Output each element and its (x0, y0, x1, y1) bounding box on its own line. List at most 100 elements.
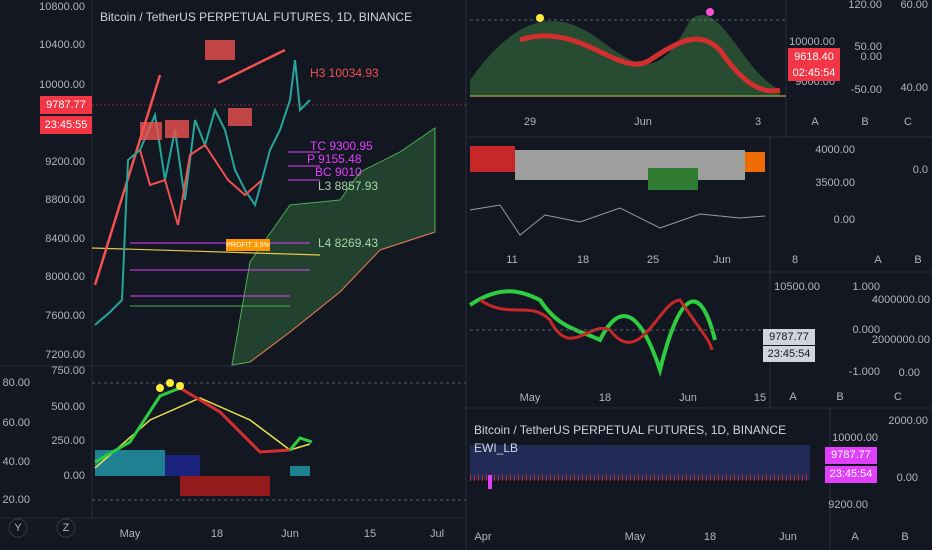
axis-label: 9200.00 (828, 499, 868, 511)
main-texts: Bitcoin / TetherUS PERPETUAL FUTURES, 1D… (2, 1, 444, 540)
corner-button[interactable] (8, 518, 28, 538)
time-axis-label: Jul (430, 528, 444, 540)
price-badge (825, 447, 877, 464)
price: 9787.77 (769, 331, 809, 343)
button[interactable]: A (851, 531, 859, 543)
time-axis-label: 18 (599, 392, 611, 404)
panel3-texts: 10500.00 1.000 0.000 -1.000 4000000.00 2… (520, 281, 930, 404)
time-axis-label: Jun (779, 531, 797, 543)
axis-label: 1.000 (852, 281, 880, 293)
osc-axis-label: 750.00 (51, 365, 85, 377)
panel1-texts: 10000.00 9000.00 120.00 50.00 0.00 -50.0… (524, 0, 928, 128)
axis-label: 4000.00 (815, 144, 855, 156)
countdown-badge (763, 346, 815, 362)
pivot-label: BC 9010 (315, 165, 362, 179)
axis-label: -1.000 (849, 366, 880, 378)
time-axis-label: 25 (647, 254, 659, 266)
osc-axis-label: 0.00 (64, 470, 85, 482)
time-axis-label: Jun (281, 528, 299, 540)
time-axis-label: May (120, 528, 141, 540)
time-axis-label: 15 (364, 528, 376, 540)
countdown: 23:45:54 (768, 348, 811, 360)
price-axis-label: 8800.00 (45, 194, 85, 206)
time-axis-label: Jun (713, 254, 731, 266)
axis-label: 0.00 (861, 51, 882, 63)
corner-button-label[interactable]: Y (14, 522, 22, 534)
corner-button[interactable] (56, 518, 76, 538)
pivot-label: P 9155.48 (307, 152, 362, 166)
indicator-name: EWI_LB (474, 441, 518, 455)
osc-axis-label: 250.00 (51, 435, 85, 447)
price: 9787.77 (831, 449, 871, 461)
time-axis-label: May (625, 531, 646, 543)
axis-label: 10000.00 (832, 432, 878, 444)
countdown: 02:45:54 (793, 67, 836, 79)
axis-label: 0.00 (897, 472, 918, 484)
button[interactable]: A (811, 116, 819, 128)
axis-label: 120.00 (848, 0, 882, 11)
price-badge (40, 96, 92, 114)
countdown-badge (788, 65, 840, 81)
osc-axis-label: 80.00 (2, 377, 30, 389)
chart-title: Bitcoin / TetherUS PERPETUAL FUTURES, 1D… (474, 423, 786, 437)
osc-axis-label: 60.00 (2, 417, 30, 429)
axis-label: 0.000 (852, 324, 880, 336)
time-axis-label: 15 (754, 392, 766, 404)
button[interactable]: A (789, 391, 797, 403)
profit-label: PROFIT 3.5% (226, 242, 269, 249)
axis-label: 0.00 (834, 214, 855, 226)
axis-label: -50.00 (851, 84, 882, 96)
axis-label: 4000000.00 (872, 294, 930, 306)
axis-label: 2000.00 (888, 415, 928, 427)
time-axis-label: 8 (792, 254, 798, 266)
osc-axis-label: 500.00 (51, 401, 85, 413)
time-axis-label: 18 (704, 531, 716, 543)
axis-label: 10500.00 (774, 281, 820, 293)
price-badge (763, 329, 815, 345)
button[interactable]: C (894, 391, 902, 403)
time-axis-label: Jun (634, 116, 652, 128)
time-axis-label: May (520, 392, 541, 404)
axis-label: 40.00 (900, 82, 928, 94)
profit-badge (226, 239, 270, 251)
button[interactable]: B (836, 391, 843, 403)
button[interactable]: B (914, 254, 921, 266)
right-panels-graphics (468, 8, 810, 489)
price-axis-label: 7200.00 (45, 349, 85, 361)
osc-axis-label: 40.00 (2, 456, 30, 468)
time-axis-label: 29 (524, 116, 536, 128)
countdown: 23:45:54 (830, 468, 873, 480)
button[interactable]: C (904, 116, 912, 128)
countdown-badge (40, 116, 92, 134)
axis-label: 0.00 (899, 367, 920, 379)
axis-label: 60.00 (900, 0, 928, 11)
button[interactable]: A (874, 254, 882, 266)
osc-axis-label: 20.00 (2, 494, 30, 506)
pivot-label: L3 8857.93 (318, 179, 378, 193)
last-price: 9787.77 (46, 99, 86, 111)
pivot-label: H3 10034.93 (310, 66, 379, 80)
axis-label: 0.0 (913, 164, 928, 176)
countdown: 23:45:55 (45, 119, 88, 131)
time-axis-label: 18 (577, 254, 589, 266)
time-axis-label: Apr (474, 531, 491, 543)
panel2-texts: 4000.00 3500.00 0.00 0.0 11 18 25 Jun 8 … (506, 144, 928, 266)
axis-label: 3500.00 (815, 177, 855, 189)
price-axis-label: 9200.00 (45, 156, 85, 168)
corner-button-label[interactable]: Z (63, 522, 70, 534)
price-axis-label: 10000.00 (39, 79, 85, 91)
price: 9618.40 (794, 51, 834, 63)
button[interactable]: B (901, 531, 908, 543)
time-axis-label: Jun (679, 392, 697, 404)
button[interactable]: B (861, 116, 868, 128)
chart-title: Bitcoin / TetherUS PERPETUAL FUTURES, 1D… (100, 10, 412, 24)
panel4-texts: Bitcoin / TetherUS PERPETUAL FUTURES, 1D… (474, 415, 928, 543)
price-axis-label: 7600.00 (45, 310, 85, 322)
oscillator-graphics (92, 379, 466, 501)
axis-label: 50.00 (854, 41, 882, 53)
axis-label: 2000000.00 (872, 334, 930, 346)
pivot-label: TC 9300.95 (310, 139, 373, 153)
pivot-label: L4 8269.43 (318, 236, 378, 250)
price-axis-label: 8000.00 (45, 271, 85, 283)
